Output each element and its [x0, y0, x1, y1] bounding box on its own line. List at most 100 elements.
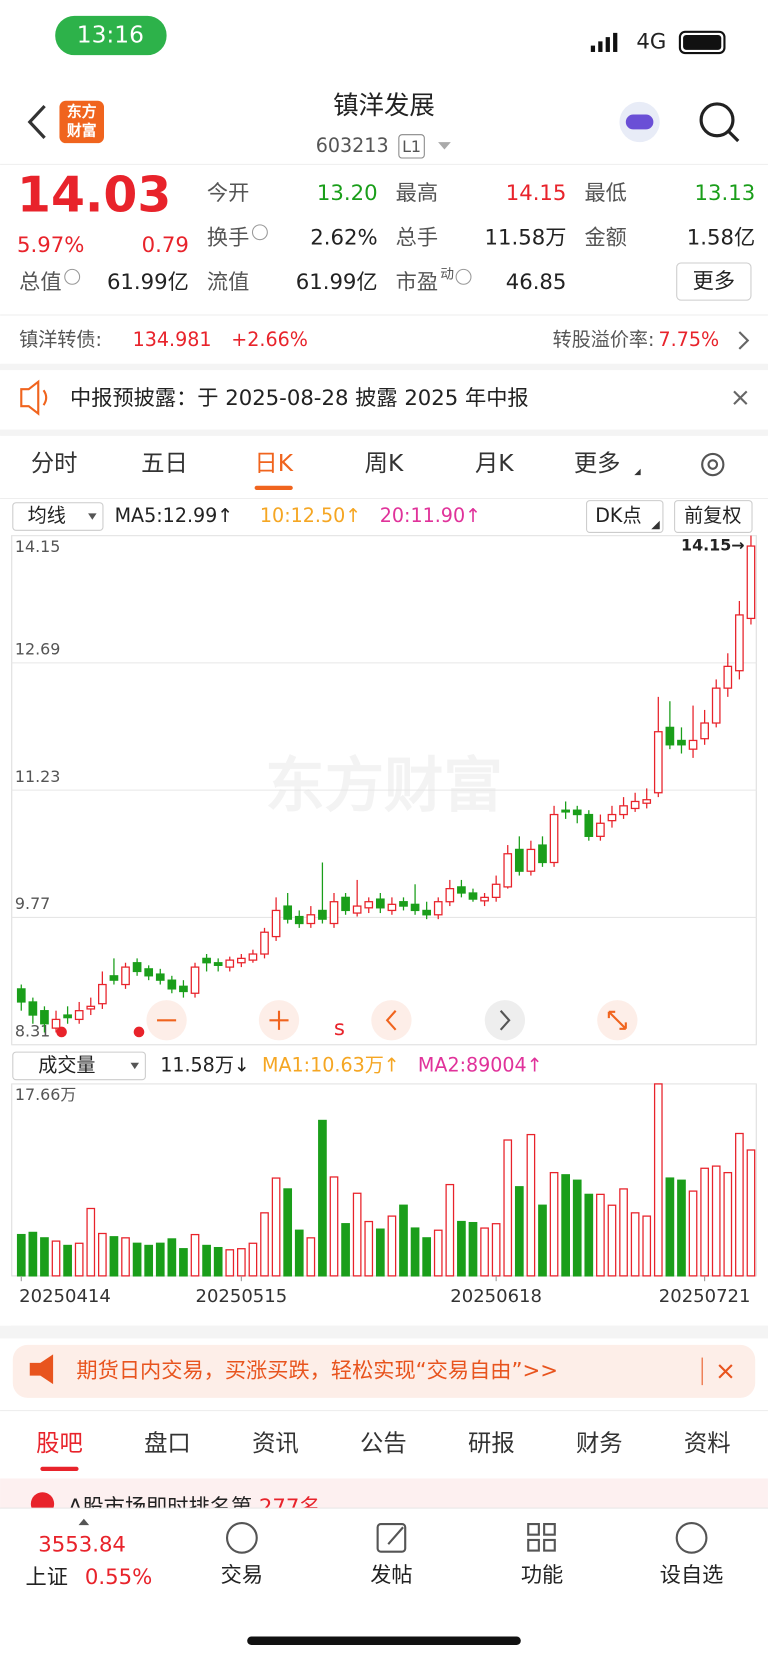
- volume-bar: [399, 1204, 408, 1277]
- volume-bar: [619, 1188, 628, 1277]
- close-notice[interactable]: [733, 390, 748, 405]
- candle-body: [74, 1010, 84, 1021]
- adjust-button[interactable]: [674, 500, 753, 533]
- ma-selector[interactable]: [12, 502, 104, 531]
- notice: 中报预披露：于 2025-08-28 披露 2025 年中报: [70, 386, 529, 411]
- stat-label: 今开: [207, 181, 249, 206]
- stat-value: 1.58亿: [687, 226, 755, 251]
- volume-bar: [213, 1246, 223, 1277]
- signal-icon: [590, 32, 618, 52]
- candle-body: [723, 665, 733, 689]
- volume-bar: [28, 1231, 38, 1277]
- megaphone: [29, 1354, 54, 1385]
- period-tab[interactable]: 五日: [141, 449, 188, 477]
- band: [0, 1325, 768, 1339]
- candle-body: [109, 975, 119, 981]
- volume-bar: [665, 1177, 675, 1277]
- volume-bar: [16, 1233, 26, 1277]
- info-icon: [251, 224, 268, 241]
- chevron[interactable]: [738, 331, 750, 350]
- search-icon[interactable]: [699, 102, 735, 138]
- adjust-label: 前复权: [684, 504, 741, 527]
- volume-bar: [584, 1193, 594, 1277]
- stats: 今开 13.20 最高 14.15 最低 13.13 换手 2.62% 总手 11.58万 金额 1.…: [19, 181, 755, 295]
- caret: [78, 1518, 90, 1526]
- volume-bar: [514, 1186, 524, 1277]
- volume-bar: [630, 1212, 640, 1277]
- stat-value: 2.62%: [310, 226, 377, 251]
- candle-body: [410, 903, 420, 912]
- grid-icon[interactable]: [527, 1523, 540, 1536]
- candle-body: [688, 739, 698, 750]
- period-tab[interactable]: 日K: [254, 449, 293, 477]
- section-tab[interactable]: 资讯: [252, 1429, 299, 1457]
- indicator-selector[interactable]: [12, 1051, 146, 1081]
- stat-value: 46.85: [506, 270, 567, 295]
- candle-body: [16, 988, 26, 1003]
- section-tab[interactable]: 盘口: [144, 1429, 191, 1457]
- volume-bar: [445, 1183, 455, 1277]
- nav-label[interactable]: 设自选: [660, 1563, 724, 1588]
- volume-bar: [98, 1232, 107, 1277]
- section-tab[interactable]: 公告: [360, 1429, 407, 1457]
- indicator-label: 成交量: [38, 1053, 95, 1076]
- section-tab[interactable]: 财务: [576, 1429, 623, 1457]
- nav-label[interactable]: 交易: [221, 1563, 263, 1588]
- volume-bar: [700, 1167, 709, 1277]
- candle-body: [526, 848, 536, 872]
- candle-body: [677, 739, 686, 746]
- nav-icons: [225, 1521, 708, 1554]
- candle-body: [572, 809, 582, 816]
- volume-bar: [572, 1179, 582, 1277]
- settings-icon[interactable]: [701, 452, 725, 477]
- candle-body: [596, 822, 605, 837]
- section-tab[interactable]: 研报: [468, 1429, 515, 1457]
- home-indicator: [247, 1636, 521, 1645]
- more-button[interactable]: [676, 262, 752, 301]
- volume-bar: [341, 1223, 350, 1277]
- volume-bar: [503, 1139, 513, 1277]
- period-tab[interactable]: 分时: [31, 449, 78, 477]
- prev[interactable]: [371, 1000, 412, 1041]
- volume-bar: [271, 1177, 281, 1277]
- section-tab[interactable]: 股吧: [36, 1429, 83, 1457]
- candle-body: [399, 901, 408, 907]
- candle-body: [40, 1010, 49, 1025]
- ad-close[interactable]: [718, 1364, 733, 1379]
- dropdown[interactable]: [438, 142, 451, 150]
- ad-banner[interactable]: [12, 1344, 756, 1398]
- nav-label[interactable]: 发帖: [370, 1563, 412, 1588]
- candle-body: [375, 898, 385, 909]
- trade-icon[interactable]: [225, 1521, 258, 1554]
- candle-body: [468, 892, 478, 900]
- x-tick-label: 20250414: [19, 1286, 111, 1307]
- volume-bar: [422, 1237, 432, 1277]
- period-tab[interactable]: 月K: [475, 449, 514, 477]
- status-network: 4G: [636, 29, 666, 54]
- app-logo: [59, 100, 105, 144]
- candle-body: [433, 901, 443, 916]
- post-icon[interactable]: [376, 1523, 407, 1553]
- stat-label: 换手: [207, 226, 249, 251]
- candle-body: [445, 888, 455, 903]
- settings-core: [707, 459, 719, 470]
- pen: [387, 1526, 404, 1545]
- candle-body: [271, 909, 281, 938]
- watchlist-icon[interactable]: [675, 1521, 708, 1554]
- candle-body: [144, 968, 154, 977]
- period-tab[interactable]: 周K: [365, 449, 404, 477]
- candle-body: [642, 799, 652, 804]
- signal-mark: s: [334, 1016, 345, 1041]
- period-tab[interactable]: 更多: [574, 449, 621, 477]
- battery-level: [683, 34, 722, 50]
- volume-bar: [294, 1229, 304, 1277]
- dk-button[interactable]: [586, 500, 664, 533]
- nav-label[interactable]: 功能: [521, 1563, 563, 1588]
- stat-value: 13.13: [695, 181, 756, 206]
- next[interactable]: [484, 1000, 526, 1041]
- section-tab[interactable]: 资料: [684, 1429, 731, 1457]
- stat-value: 14.15: [506, 181, 567, 206]
- speaker-wave: [42, 389, 48, 406]
- candle-body: [306, 914, 316, 925]
- back-button[interactable]: [27, 104, 46, 139]
